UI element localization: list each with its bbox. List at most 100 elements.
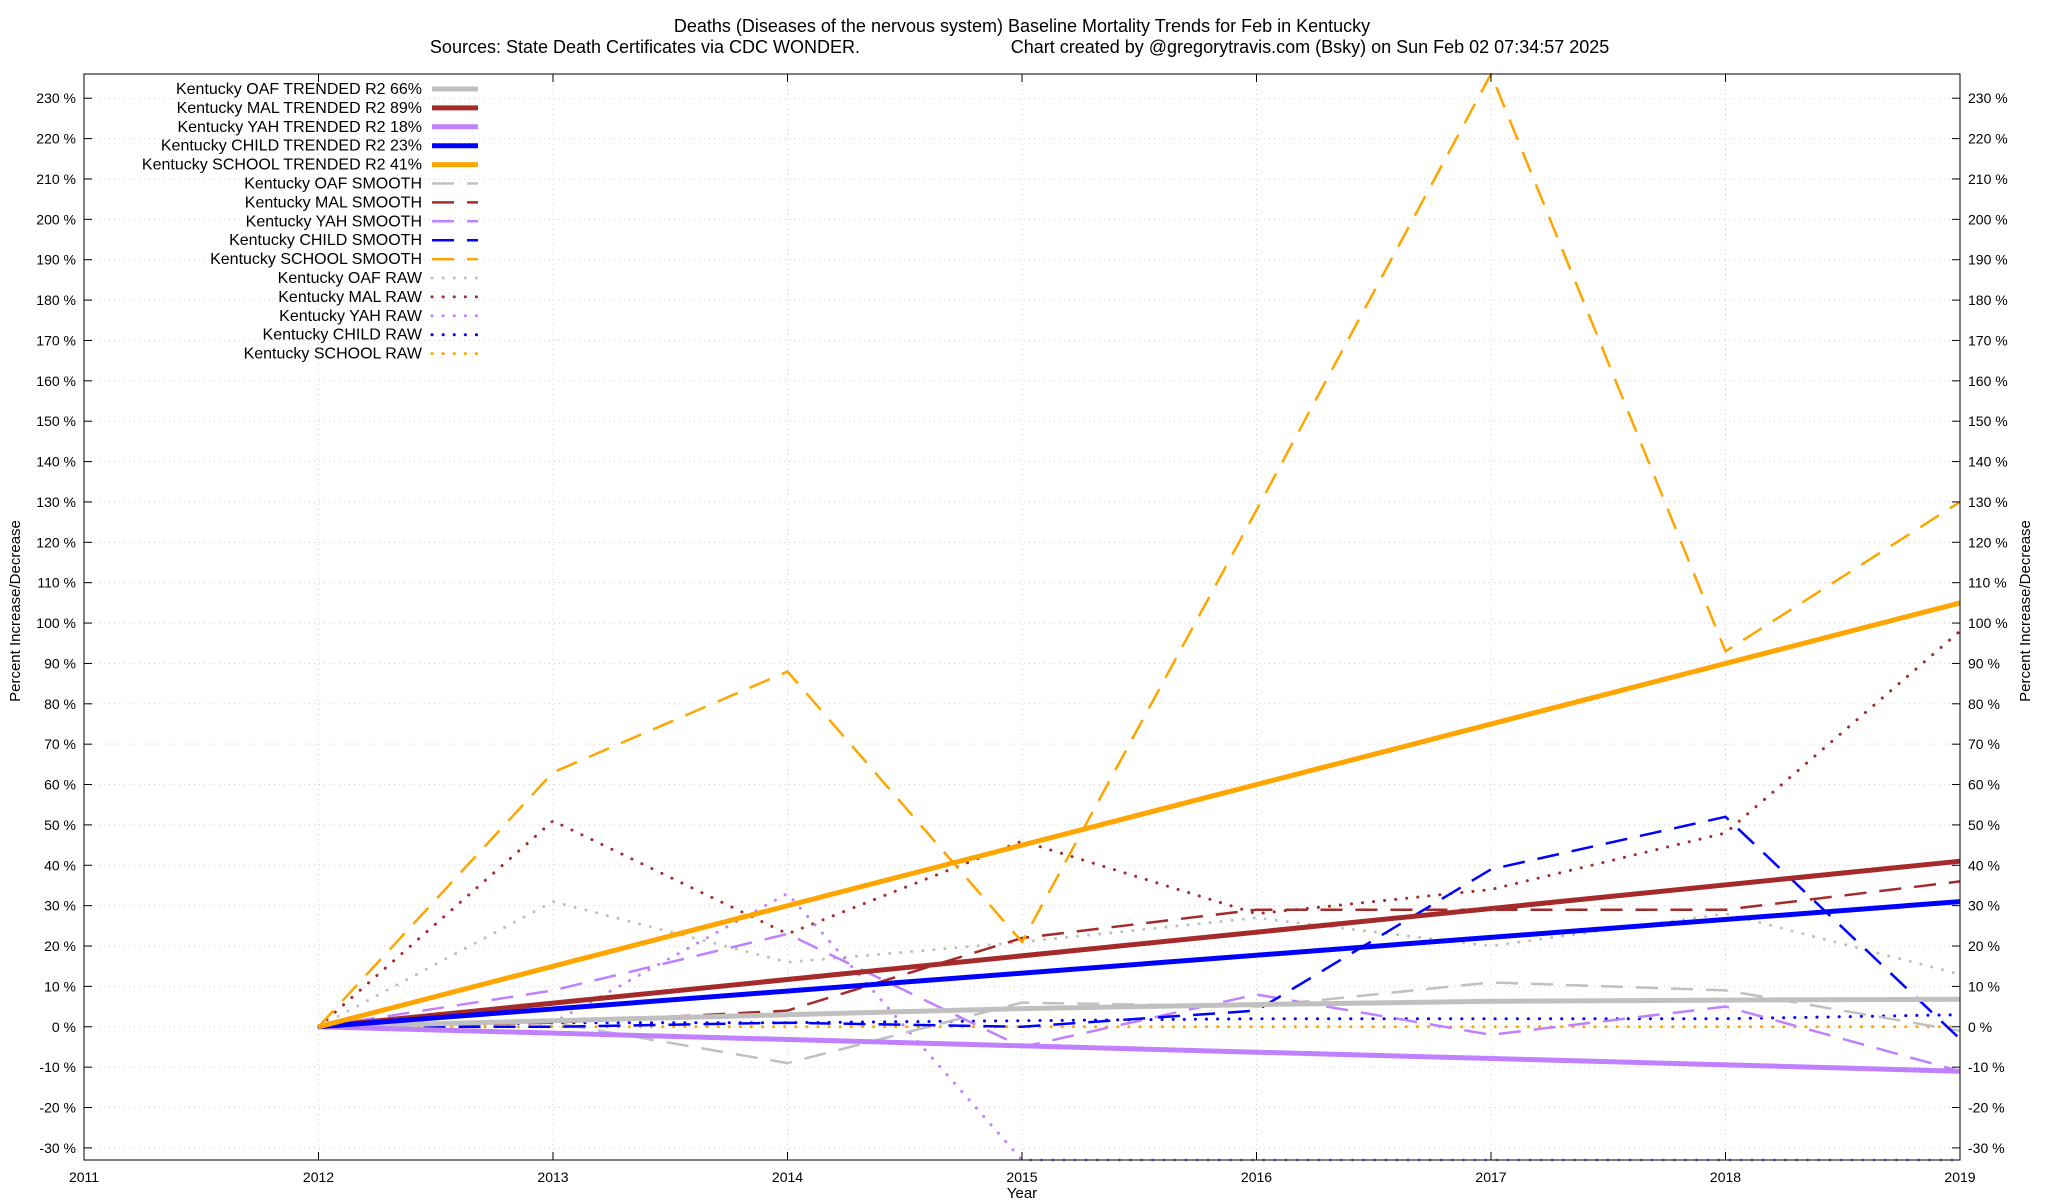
series-line-oaf-trended (318, 996, 1961, 1030)
y-tick-label-left: 220 % (36, 131, 76, 147)
y-tick-label-left: -20 % (39, 1100, 76, 1116)
legend-label: Kentucky YAH TRENDED R2 18% (177, 119, 422, 136)
y-tick-label-right: 160 % (1968, 373, 2008, 389)
y-axis-label-left: Percent Increase/Decrease (7, 520, 24, 702)
y-tick-label-left: 60 % (44, 777, 76, 793)
series-layer (317, 72, 1962, 1162)
y-tick-label-right: 190 % (1968, 252, 2008, 268)
x-tick-label: 2013 (537, 1169, 568, 1185)
y-tick-label-left: 180 % (36, 292, 76, 308)
y-tick-label-right: 120 % (1968, 534, 2008, 550)
y-tick-label-right: -20 % (1968, 1100, 2005, 1116)
y-tick-label-left: 90 % (44, 655, 76, 671)
y-tick-label-right: 230 % (1968, 90, 2008, 106)
y-tick-label-right: 60 % (1968, 777, 2000, 793)
y-tick-label-left: 230 % (36, 90, 76, 106)
y-tick-label-right: 0 % (1968, 1019, 1992, 1035)
y-tick-label-right: 170 % (1968, 332, 2008, 348)
legend-label: Kentucky MAL RAW (278, 289, 423, 306)
series-line-child-trended (318, 899, 1961, 1030)
legend-label: Kentucky SCHOOL SMOOTH (210, 251, 422, 268)
y-tick-label-left: 20 % (44, 938, 76, 954)
series-line-yah-smooth (318, 932, 1961, 1073)
y-tick-label-right: -30 % (1968, 1140, 2005, 1156)
legend-label: Kentucky SCHOOL RAW (244, 346, 423, 363)
legend-label: Kentucky CHILD RAW (263, 327, 423, 344)
chart-title: Deaths (Diseases of the nervous system) … (674, 16, 1370, 36)
y-tick-label-left: 50 % (44, 817, 76, 833)
y-tick-label-left: 30 % (44, 898, 76, 914)
y-tick-label-right: 70 % (1968, 736, 2000, 752)
series-line-child-smooth (318, 815, 1961, 1040)
legend-label: Kentucky OAF TRENDED R2 66% (176, 81, 422, 98)
legend: Kentucky OAF TRENDED R2 66% Kentucky MAL … (142, 81, 480, 363)
y-tick-label-right: 100 % (1968, 615, 2008, 631)
y-axis-left: -30 % -20 % -10 % 0 % 10 % 20 % 30 % 40 % 50 % 60… (36, 90, 92, 1156)
y-tick-label-left: 70 % (44, 736, 76, 752)
y-tick-label-left: 140 % (36, 454, 76, 470)
y-tick-label-right: 40 % (1968, 857, 2000, 873)
x-axis: 2011 2012 2013 2014 2015 2016 2017 2018 2019 (69, 74, 1976, 1185)
y-tick-label-left: -30 % (39, 1140, 76, 1156)
y-tick-label-left: 110 % (37, 575, 76, 591)
y-axis-label-right: Percent Increase/Decrease (2017, 520, 2034, 702)
legend-label: Kentucky CHILD TRENDED R2 23% (161, 138, 422, 155)
y-tick-label-right: 210 % (1968, 171, 2008, 187)
y-tick-label-right: 110 % (1968, 575, 2007, 591)
x-tick-label: 2019 (1944, 1169, 1975, 1185)
y-tick-label-right: 50 % (1968, 817, 2000, 833)
y-axis-right: -30 % -20 % -10 % 0 % 10 % 20 % 30 % 40 % 50 % 60… (1952, 90, 2008, 1156)
y-tick-label-right: 220 % (1968, 131, 2008, 147)
series-line-school-smooth (317, 72, 1961, 1028)
y-tick-label-right: -10 % (1968, 1059, 2005, 1075)
x-tick-label: 2011 (69, 1169, 99, 1185)
y-tick-label-left: 130 % (36, 494, 76, 510)
y-tick-label-left: 210 % (36, 171, 76, 187)
chart-subtitle-credit: Chart created by @gregorytravis.com (Bsk… (1011, 37, 1610, 57)
legend-label: Kentucky SCHOOL TRENDED R2 41% (142, 157, 422, 174)
y-tick-label-right: 150 % (1968, 413, 2008, 429)
series-line-mal-raw (317, 629, 1962, 1029)
y-tick-label-right: 90 % (1968, 655, 2000, 671)
y-tick-label-left: 120 % (36, 534, 76, 550)
y-tick-label-right: 130 % (1968, 494, 2008, 510)
y-tick-label-right: 10 % (1968, 978, 2000, 994)
x-axis-label: Year (1007, 1185, 1037, 1200)
y-tick-label-left: 190 % (36, 252, 76, 268)
x-tick-label: 2017 (1475, 1169, 1506, 1185)
y-tick-label-left: 40 % (44, 857, 76, 873)
legend-label: Kentucky OAF SMOOTH (244, 176, 422, 193)
x-tick-label: 2012 (303, 1169, 334, 1185)
series-line-oaf-smooth (318, 981, 1961, 1065)
y-tick-label-right: 180 % (1968, 292, 2008, 308)
legend-label: Kentucky YAH SMOOTH (246, 213, 422, 230)
y-tick-label-left: 170 % (36, 332, 76, 348)
y-tick-label-right: 80 % (1968, 696, 2000, 712)
y-tick-label-left: 10 % (44, 978, 76, 994)
legend-label: Kentucky CHILD SMOOTH (229, 232, 422, 249)
y-tick-label-left: 100 % (36, 615, 76, 631)
y-tick-label-left: 80 % (44, 696, 76, 712)
y-tick-label-left: 150 % (36, 413, 76, 429)
series-line-mal-smooth (318, 880, 1961, 1029)
y-tick-label-left: 160 % (36, 373, 76, 389)
y-tick-label-left: 0 % (52, 1019, 76, 1035)
y-tick-label-right: 140 % (1968, 454, 2008, 470)
legend-label: Kentucky MAL SMOOTH (245, 194, 422, 211)
legend-label: Kentucky YAH RAW (279, 308, 423, 325)
chart-subtitle-sources: Sources: State Death Certificates via CD… (430, 37, 860, 57)
series-line-yah-trended (318, 1024, 1961, 1074)
series-line-school-trended (317, 600, 1961, 1030)
y-tick-label-left: -10 % (39, 1059, 76, 1075)
y-tick-label-right: 20 % (1968, 938, 2000, 954)
x-tick-label: 2015 (1006, 1169, 1037, 1185)
x-tick-label: 2016 (1241, 1169, 1272, 1185)
y-tick-label-right: 30 % (1968, 898, 2000, 914)
legend-label: Kentucky OAF RAW (278, 270, 423, 287)
y-tick-label-right: 200 % (1968, 211, 2008, 227)
x-tick-label: 2018 (1710, 1169, 1741, 1185)
x-tick-label: 2014 (772, 1169, 803, 1185)
y-tick-label-left: 200 % (36, 211, 76, 227)
legend-label: Kentucky MAL TRENDED R2 89% (177, 100, 422, 117)
